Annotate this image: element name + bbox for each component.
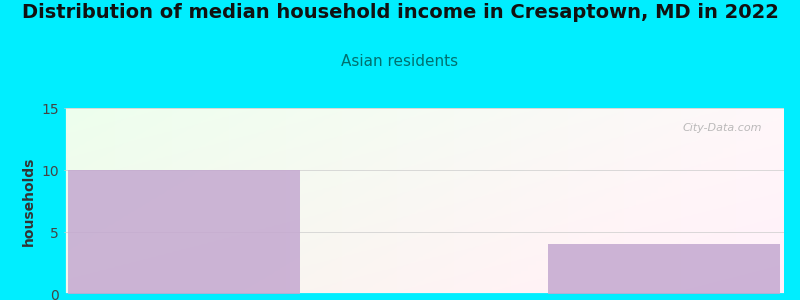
Text: Distribution of median household income in Cresaptown, MD in 2022: Distribution of median household income …: [22, 3, 778, 22]
Y-axis label: households: households: [22, 156, 36, 246]
Text: City-Data.com: City-Data.com: [683, 123, 762, 133]
Text: Asian residents: Asian residents: [342, 54, 458, 69]
Bar: [67, 170, 301, 294]
Bar: [547, 244, 781, 294]
